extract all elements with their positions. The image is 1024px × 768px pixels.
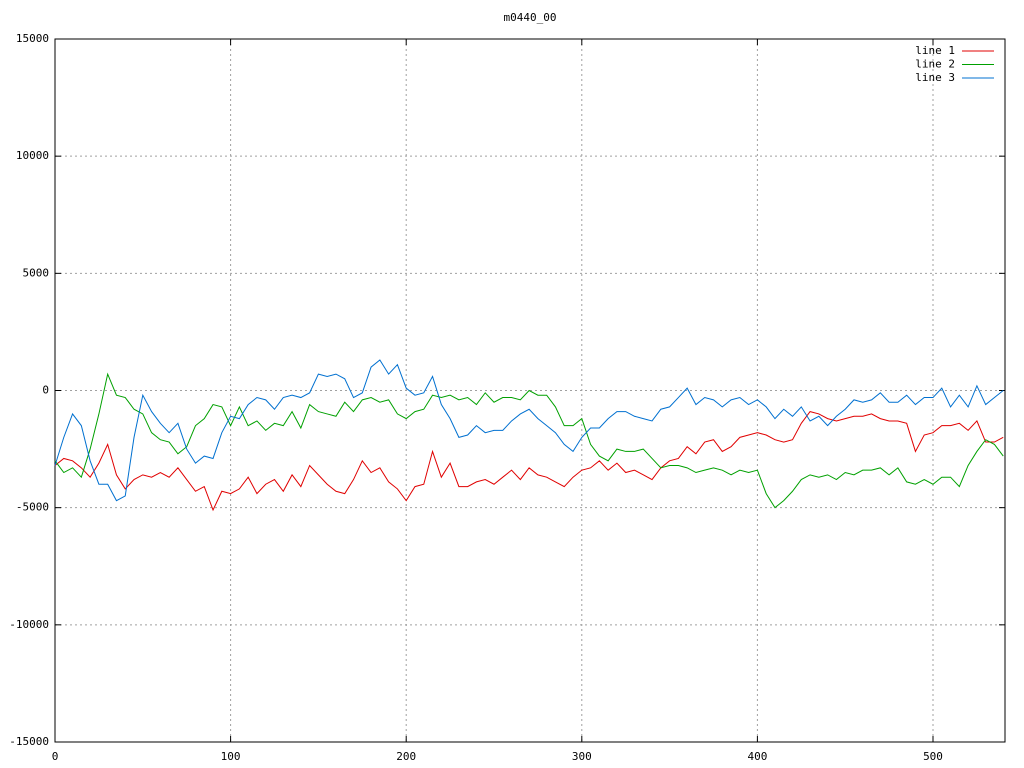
x-tick-label: 0 bbox=[52, 750, 59, 763]
y-tick-label: 15000 bbox=[16, 32, 49, 45]
y-tick-label: 5000 bbox=[23, 266, 50, 279]
series-line bbox=[54, 359, 1004, 502]
y-tick-label: -15000 bbox=[9, 735, 49, 748]
y-tick-label: 0 bbox=[42, 384, 49, 397]
legend-label: line 3 bbox=[915, 71, 955, 84]
series-line bbox=[54, 411, 1004, 512]
legend-label: line 2 bbox=[915, 58, 955, 71]
plot-frame bbox=[54, 38, 1006, 743]
x-tick-label: 100 bbox=[221, 750, 241, 763]
x-tick-label: 400 bbox=[747, 750, 767, 763]
x-tick-label: 200 bbox=[396, 750, 416, 763]
series-line bbox=[54, 372, 1004, 509]
y-tick-label: 10000 bbox=[16, 149, 49, 162]
x-tick-label: 500 bbox=[923, 750, 943, 763]
chart-title: m0440_00 bbox=[504, 11, 557, 24]
x-tick-label: 300 bbox=[572, 750, 592, 763]
y-tick-label: -5000 bbox=[16, 501, 49, 514]
y-tick-label: -10000 bbox=[9, 618, 49, 631]
legend-label: line 1 bbox=[915, 44, 955, 57]
